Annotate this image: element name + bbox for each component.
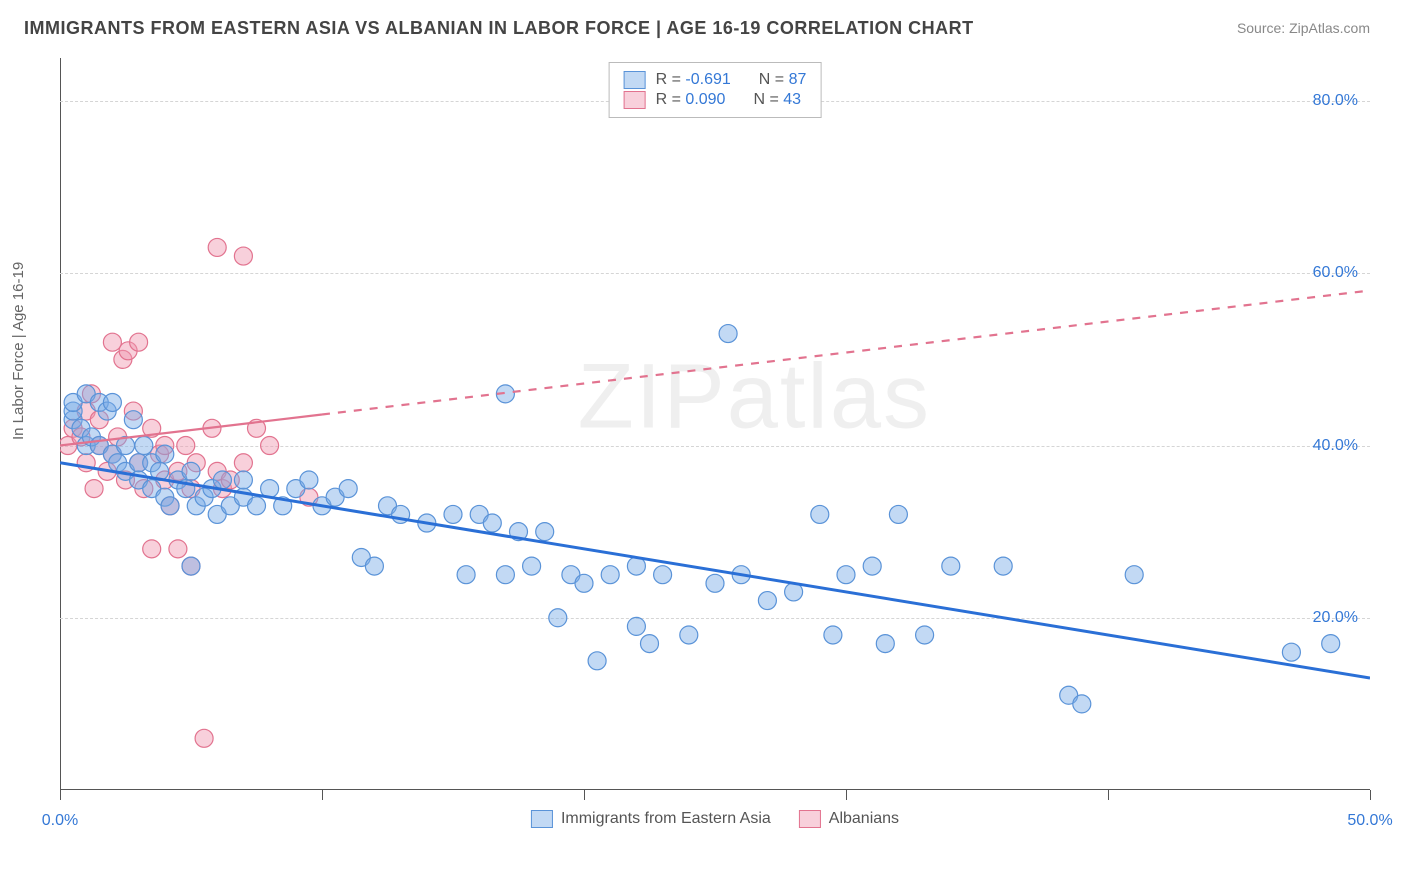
data-point-eastern_asia <box>811 505 829 523</box>
scatter-plot-svg <box>60 58 1370 790</box>
legend-n-label: N = 43 <box>753 91 801 109</box>
x-tick-label: 50.0% <box>1347 812 1392 830</box>
data-point-eastern_asia <box>496 566 514 584</box>
data-point-eastern_asia <box>234 471 252 489</box>
legend-series-item: Albanians <box>799 810 899 828</box>
legend-swatch <box>624 71 646 89</box>
data-point-eastern_asia <box>483 514 501 532</box>
data-point-eastern_asia <box>444 505 462 523</box>
chart-area: ZIPatlas 20.0%40.0%60.0%80.0% 0.0%50.0% … <box>60 58 1370 828</box>
data-point-eastern_asia <box>641 635 659 653</box>
data-point-eastern_asia <box>300 471 318 489</box>
data-point-eastern_asia <box>889 505 907 523</box>
x-tick <box>322 790 323 800</box>
data-point-albanians <box>234 247 252 265</box>
data-point-eastern_asia <box>1125 566 1143 584</box>
legend-series-label: Immigrants from Eastern Asia <box>561 810 771 828</box>
x-tick <box>846 790 847 800</box>
data-point-albanians <box>85 480 103 498</box>
legend-swatch <box>799 810 821 828</box>
source-attribution: Source: ZipAtlas.com <box>1237 20 1370 36</box>
data-point-eastern_asia <box>156 445 174 463</box>
legend-r-label: R = -0.691 <box>656 71 731 89</box>
data-point-eastern_asia <box>601 566 619 584</box>
legend-series-item: Immigrants from Eastern Asia <box>531 810 771 828</box>
x-tick <box>584 790 585 800</box>
legend-r-value: -0.691 <box>685 71 730 88</box>
legend-r-label: R = 0.090 <box>656 91 726 109</box>
data-point-albanians <box>130 333 148 351</box>
data-point-eastern_asia <box>627 617 645 635</box>
correlation-legend: R = -0.691 N = 87 R = 0.090 N = 43 <box>609 62 822 118</box>
data-point-eastern_asia <box>575 574 593 592</box>
chart-title: IMMIGRANTS FROM EASTERN ASIA VS ALBANIAN… <box>24 18 974 39</box>
data-point-albanians <box>169 540 187 558</box>
data-point-eastern_asia <box>135 437 153 455</box>
data-point-eastern_asia <box>916 626 934 644</box>
data-point-eastern_asia <box>536 523 554 541</box>
regression-line-eastern_asia <box>60 463 1370 678</box>
data-point-albanians <box>195 729 213 747</box>
data-point-eastern_asia <box>549 609 567 627</box>
x-tick-label: 0.0% <box>42 812 78 830</box>
data-point-albanians <box>103 333 121 351</box>
regression-line-albanians-extrapolated <box>322 291 1370 415</box>
data-point-eastern_asia <box>1282 643 1300 661</box>
data-point-eastern_asia <box>365 557 383 575</box>
data-point-albanians <box>234 454 252 472</box>
data-point-eastern_asia <box>1073 695 1091 713</box>
legend-correlation-row: R = 0.090 N = 43 <box>624 91 807 109</box>
data-point-eastern_asia <box>124 411 142 429</box>
data-point-eastern_asia <box>248 497 266 515</box>
data-point-eastern_asia <box>182 557 200 575</box>
data-point-eastern_asia <box>182 462 200 480</box>
data-point-eastern_asia <box>837 566 855 584</box>
data-point-eastern_asia <box>588 652 606 670</box>
legend-r-value: 0.090 <box>685 91 725 108</box>
data-point-eastern_asia <box>876 635 894 653</box>
data-point-eastern_asia <box>523 557 541 575</box>
legend-n-value: 87 <box>789 71 807 88</box>
series-legend: Immigrants from Eastern Asia Albanians <box>531 810 899 828</box>
data-point-eastern_asia <box>103 393 121 411</box>
data-point-eastern_asia <box>1322 635 1340 653</box>
legend-swatch <box>531 810 553 828</box>
data-point-eastern_asia <box>213 471 231 489</box>
legend-swatch <box>624 91 646 109</box>
data-point-eastern_asia <box>654 566 672 584</box>
legend-series-label: Albanians <box>829 810 899 828</box>
data-point-eastern_asia <box>863 557 881 575</box>
legend-n-label: N = 87 <box>759 71 807 89</box>
x-tick <box>1370 790 1371 800</box>
data-point-eastern_asia <box>680 626 698 644</box>
data-point-albanians <box>208 238 226 256</box>
data-point-eastern_asia <box>339 480 357 498</box>
data-point-albanians <box>261 437 279 455</box>
data-point-eastern_asia <box>994 557 1012 575</box>
y-axis-label: In Labor Force | Age 16-19 <box>10 262 27 440</box>
data-point-albanians <box>143 540 161 558</box>
data-point-eastern_asia <box>706 574 724 592</box>
x-tick <box>1108 790 1109 800</box>
legend-n-value: 43 <box>783 91 801 108</box>
x-tick <box>60 790 61 800</box>
data-point-eastern_asia <box>719 325 737 343</box>
data-point-albanians <box>177 437 195 455</box>
data-point-eastern_asia <box>758 592 776 610</box>
data-point-eastern_asia <box>457 566 475 584</box>
legend-correlation-row: R = -0.691 N = 87 <box>624 71 807 89</box>
data-point-eastern_asia <box>942 557 960 575</box>
data-point-eastern_asia <box>824 626 842 644</box>
data-point-eastern_asia <box>161 497 179 515</box>
